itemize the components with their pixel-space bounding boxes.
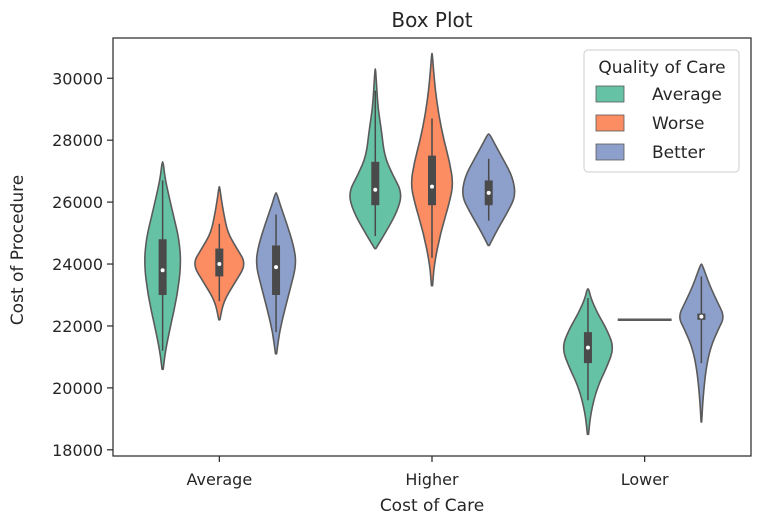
- violin-group: [194, 185, 245, 321]
- x-axis-label: Cost of Care: [380, 496, 484, 516]
- legend-label: Average: [652, 85, 722, 105]
- chart-title: Box Plot: [391, 8, 472, 32]
- legend-label: Better: [652, 143, 705, 163]
- violin-iqr-box: [428, 155, 436, 206]
- legend-label: Worse: [652, 114, 705, 134]
- legend-swatch: [595, 143, 625, 161]
- x-axis-ticks: Average Higher Lower: [186, 456, 669, 489]
- y-tick-label: 18000: [52, 441, 103, 460]
- y-axis-ticks: 18000 20000 22000 24000 26000 28000 30000: [52, 69, 113, 460]
- violin-iqr-box: [158, 239, 167, 295]
- plot-layer: [144, 52, 724, 436]
- y-tick-label: 24000: [52, 255, 103, 274]
- legend-title: Quality of Care: [598, 58, 725, 78]
- violin-median: [486, 190, 491, 195]
- x-tick-label: Lower: [621, 470, 669, 489]
- x-tick-label: Higher: [405, 470, 459, 489]
- violin-group: [349, 68, 402, 250]
- x-tick-label: Average: [186, 470, 252, 489]
- legend: Quality of Care Average Worse Better: [583, 49, 740, 173]
- violin-iqr-box: [371, 161, 380, 206]
- violin-group: [410, 52, 454, 287]
- violin-group: [679, 263, 724, 423]
- violin-iqr-box: [272, 245, 281, 295]
- violin-group: [462, 133, 516, 247]
- y-tick-label: 20000: [52, 379, 103, 398]
- violin-median: [217, 262, 222, 267]
- violin-median: [373, 187, 378, 192]
- violin-median: [160, 268, 165, 273]
- violin-median: [699, 314, 704, 319]
- violin-median: [585, 345, 590, 350]
- legend-swatch: [595, 114, 625, 132]
- y-axis-label: Cost of Procedure: [8, 175, 28, 325]
- legend-entries: Average Worse Better: [595, 85, 722, 163]
- legend-box: [583, 49, 740, 173]
- violin-group: [144, 161, 182, 371]
- violin-median: [274, 265, 279, 270]
- legend-swatch: [595, 85, 625, 103]
- y-tick-label: 28000: [52, 131, 103, 150]
- y-tick-label: 30000: [52, 69, 103, 88]
- violin-median: [430, 184, 434, 189]
- y-tick-label: 26000: [52, 193, 103, 212]
- violin-group: [562, 288, 614, 436]
- violin-group: [255, 192, 297, 355]
- y-tick-label: 22000: [52, 317, 103, 336]
